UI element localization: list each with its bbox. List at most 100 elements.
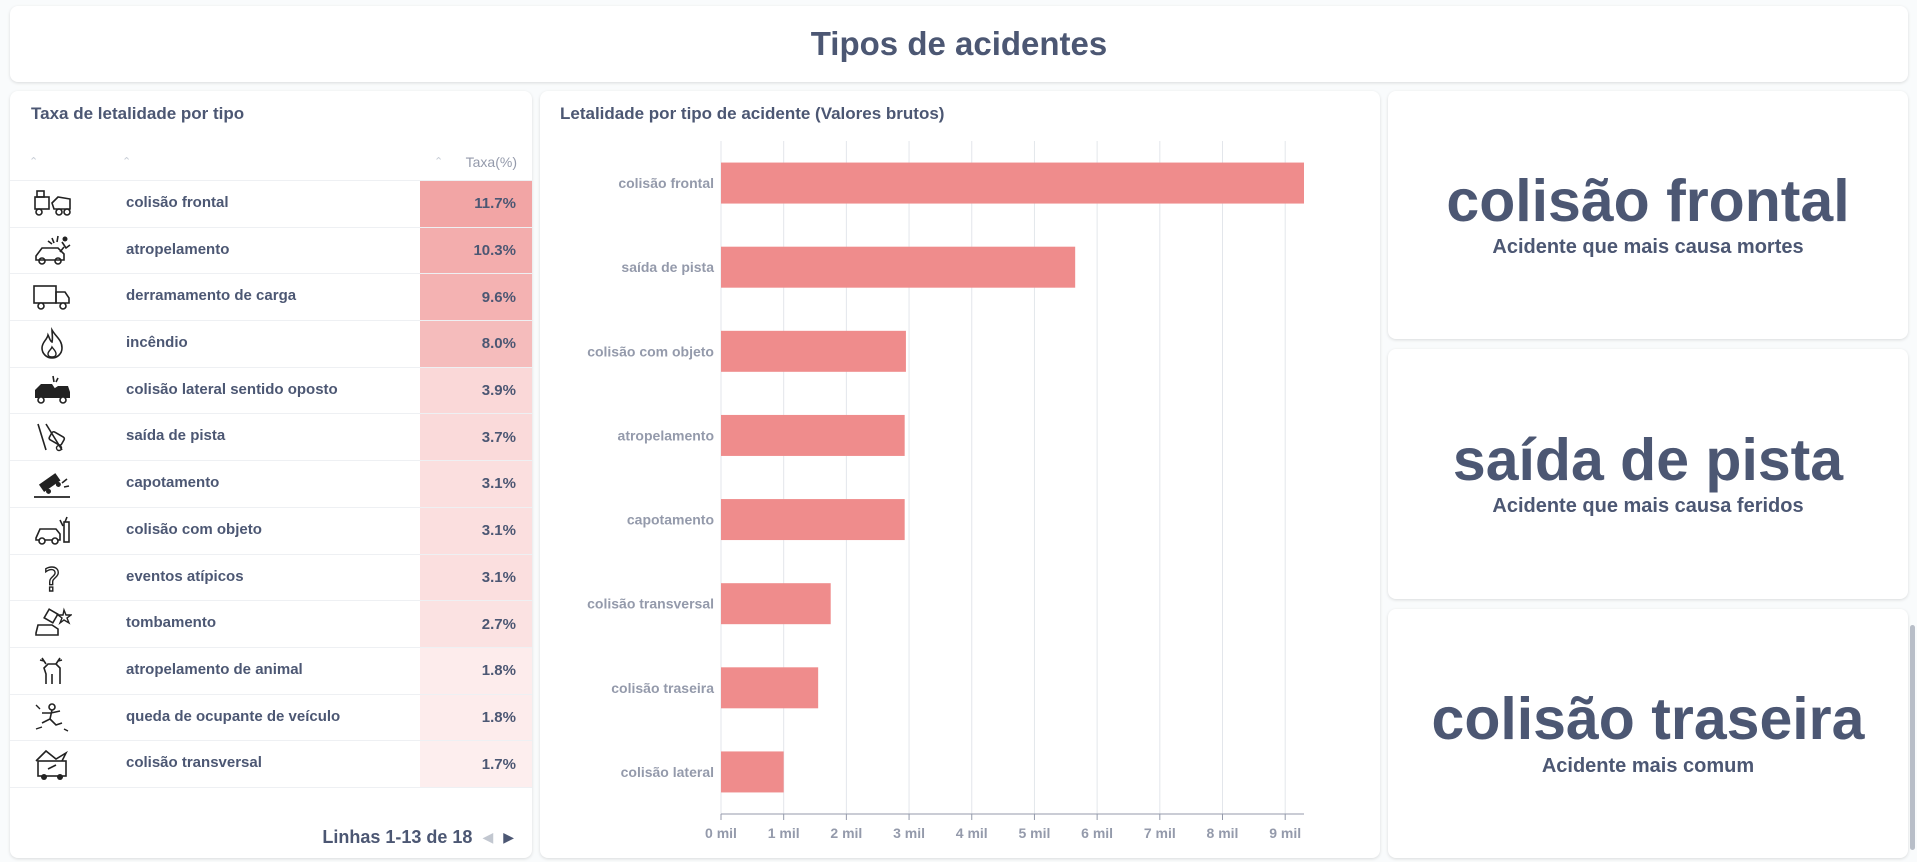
x-tick-label: 1 mil (768, 825, 800, 841)
table-row[interactable]: incêndio 8.0% (10, 321, 532, 368)
falling-person-icon (32, 701, 72, 735)
x-tick-label: 9 mil (1269, 825, 1301, 841)
y-tick-label: colisão com objeto (587, 343, 714, 359)
bar (721, 246, 1076, 288)
accident-type-name: colisão com objeto (126, 520, 262, 538)
table-row[interactable]: atropelamento 10.3% (10, 227, 532, 275)
y-tick-label: capotamento (627, 512, 714, 528)
accident-type-name: capotamento (126, 474, 220, 492)
y-tick-label: colisão frontal (618, 175, 714, 191)
bar (721, 414, 905, 456)
table-row[interactable]: atropelamento de animal 1.8% (10, 647, 532, 695)
lethality-rate-cell: 8.0% (420, 321, 532, 367)
lethality-rate-cell: 9.6% (420, 274, 532, 321)
accident-type-name: eventos atípicos (126, 567, 244, 585)
pedestrian-hit-icon (32, 234, 72, 268)
lethality-rate-cell: 2.7% (420, 601, 532, 647)
column-header-rate[interactable]: Taxa(%) (465, 154, 517, 170)
table-row[interactable]: capotamento 3.1% (10, 461, 532, 508)
rollover-icon (32, 467, 72, 501)
next-page-icon[interactable]: ▶ (503, 829, 514, 845)
kpi-label: Acidente mais comum (1541, 754, 1755, 777)
x-tick-label: 6 mil (1081, 825, 1113, 841)
lethality-rate-cell: 3.1% (420, 554, 532, 601)
kpi-label: Acidente que mais causa feridos (1492, 495, 1804, 518)
truck-icon (32, 280, 72, 314)
kpi-card-most-injuries: saída de pista Acidente que mais causa f… (1388, 349, 1908, 599)
previous-page-icon[interactable]: ◀ (482, 829, 494, 845)
x-tick-label: 4 mil (956, 825, 988, 841)
x-tick-label: 0 mil (705, 825, 737, 841)
sort-icon-column-icon[interactable]: ⌃ (29, 156, 39, 168)
y-tick-label: saída de pista (621, 259, 714, 275)
accident-type-name: saída de pista (126, 427, 226, 445)
kpi-value: colisão frontal (1446, 167, 1850, 234)
table-row[interactable]: saída de pista 3.7% (10, 414, 532, 462)
sort-icon-column-rate[interactable]: ⌃ (434, 156, 444, 168)
x-tick-label: 5 mil (1018, 825, 1050, 841)
question-mark-icon: ? (32, 560, 72, 599)
y-tick-label: colisão transversal (587, 596, 714, 612)
table-row[interactable]: colisão frontal 11.7% (10, 181, 532, 228)
accident-type-name: queda de ocupante de veículo (126, 707, 341, 725)
y-tick-label: colisão lateral (621, 764, 714, 780)
kpi-card-most-deaths: colisão frontal Acidente que mais causa … (1388, 91, 1908, 339)
table-header: ⌃ ⌃ ⌃ Taxa(%) (10, 147, 532, 181)
bar (721, 583, 831, 625)
pagination-label: Linhas 1-13 de 18 (322, 827, 473, 847)
table-title[interactable]: Taxa de letalidade por tipo (31, 104, 245, 123)
accident-type-name: atropelamento (126, 240, 230, 258)
bar-chart: 0 mil 1 mil 2 mil 3 mil 4 mil 5 mil 6 mil 7 mil… (587, 141, 1304, 841)
lethality-rate-cell: 10.3% (420, 227, 532, 274)
transverse-collision-icon (32, 747, 72, 781)
bar-chart-card: Letalidade por tipo de acidente (Valores… (540, 91, 1380, 858)
x-tick-label: 7 mil (1144, 825, 1176, 841)
table-row[interactable]: queda de ocupante de veículo 1.8% (10, 694, 532, 742)
table-row[interactable]: colisão transversal 1.7% (10, 741, 532, 788)
head-on-collision-icon (32, 187, 72, 221)
table-row[interactable]: tombamento 2.7% (10, 601, 532, 648)
accident-type-name: atropelamento de animal (126, 660, 303, 678)
title-card: Tipos de acidentes (10, 6, 1908, 82)
object-collision-icon (32, 514, 72, 548)
accident-type-name: incêndio (126, 334, 188, 352)
kpi-value: saída de pista (1452, 426, 1844, 493)
page-title: Tipos de acidentes (810, 25, 1108, 62)
svg-text:?: ? (44, 561, 61, 595)
lethality-rate-cell: 1.8% (420, 694, 532, 741)
lethality-rate-cell: 3.1% (420, 461, 532, 507)
accident-type-name: colisão lateral sentido oposto (126, 380, 338, 398)
side-collision-icon (32, 374, 72, 408)
accident-type-name: derramamento de carga (126, 287, 297, 305)
accident-type-name: colisão frontal (126, 194, 229, 211)
bar (721, 667, 819, 709)
page-scrollbar[interactable] (1910, 625, 1915, 850)
road-exit-icon (32, 420, 72, 454)
y-tick-label: colisão traseira (611, 680, 714, 696)
bar (721, 751, 784, 793)
kpi-label: Acidente que mais causa mortes (1492, 236, 1804, 259)
lethality-rate-cell: 11.7% (420, 181, 532, 227)
table-row[interactable]: derramamento de carga 9.6% (10, 274, 532, 322)
tipping-over-icon (32, 607, 74, 641)
fire-icon (32, 327, 72, 361)
table-row[interactable]: ? eventos atípicos 3.1% (10, 554, 532, 602)
table-row[interactable]: colisão com objeto 3.1% (10, 507, 532, 555)
chart-title[interactable]: Letalidade por tipo de acidente (Valores… (560, 104, 945, 123)
pagination: Linhas 1-13 de 18 ◀ ▶ (322, 827, 514, 848)
lethality-rate-cell: 3.9% (420, 367, 532, 414)
lethality-rate-cell: 1.7% (420, 741, 532, 787)
lethality-rate-cell: 3.7% (420, 414, 532, 461)
kpi-value: colisão traseira (1431, 686, 1865, 753)
x-tick-label: 3 mil (893, 825, 925, 841)
lethality-rate-cell: 3.1% (420, 507, 532, 554)
sort-icon-column-name[interactable]: ⌃ (122, 156, 132, 168)
bar (721, 330, 906, 372)
bar (721, 499, 905, 541)
accident-type-name: tombamento (126, 614, 216, 632)
bar (721, 162, 1304, 204)
table-body: colisão frontal 11.7% atropelamento 10.3% de… (10, 181, 532, 788)
x-tick-label: 2 mil (830, 825, 862, 841)
table-row[interactable]: colisão lateral sentido oposto 3.9% (10, 367, 532, 415)
lethality-rate-cell: 1.8% (420, 647, 532, 694)
